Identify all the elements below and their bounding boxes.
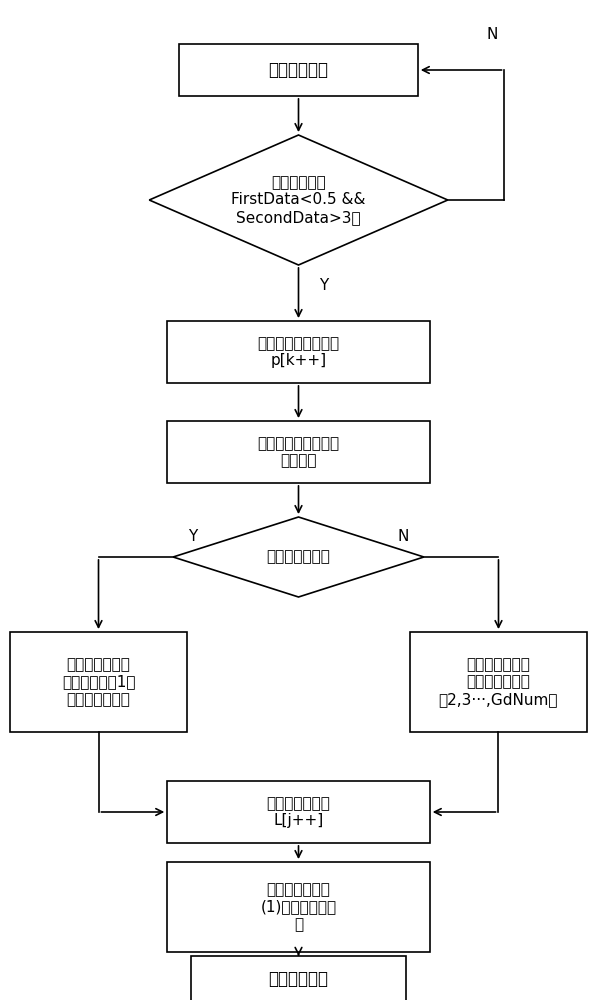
Text: 保存轴号数据至
L[j++]: 保存轴号数据至 L[j++]	[267, 796, 330, 828]
Bar	[191, 956, 406, 1000]
Text: 输出至相位图: 输出至相位图	[269, 970, 328, 988]
Text: 选定一个周期的光带
位置数据: 选定一个周期的光带 位置数据	[257, 436, 340, 468]
Text: 非初始相位光带
纸依次标定轴号
（2,3···,GdNum）: 非初始相位光带 纸依次标定轴号 （2,3···,GdNum）	[439, 657, 558, 707]
Polygon shape	[173, 517, 424, 597]
Text: N: N	[487, 27, 498, 42]
Text: 保存光带位置数据至
p[k++]: 保存光带位置数据至 p[k++]	[257, 336, 340, 368]
Bar	[411, 632, 586, 732]
Bar	[167, 421, 430, 483]
Bar	[167, 781, 430, 843]
Text: 判定初始相位？: 判定初始相位？	[267, 550, 330, 564]
Text: N: N	[398, 529, 409, 544]
Bar	[167, 321, 430, 383]
Text: Y: Y	[319, 278, 328, 293]
Polygon shape	[149, 135, 448, 265]
Bar	[167, 862, 430, 952]
Bar	[179, 44, 418, 96]
Text: 用相位转换公式
(1)转换成相位数
据: 用相位转换公式 (1)转换成相位数 据	[260, 882, 337, 932]
Text: Y: Y	[188, 529, 197, 544]
Bar	[11, 632, 186, 732]
Text: 光带位置判定
FirstData<0.5 &&
SecondData>3？: 光带位置判定 FirstData<0.5 && SecondData>3？	[231, 175, 366, 225]
Text: 读取光电数据: 读取光电数据	[269, 61, 328, 79]
Text: 标定第一个光带
位置的轴号为1，
忽略第二个光带: 标定第一个光带 位置的轴号为1， 忽略第二个光带	[61, 657, 136, 707]
